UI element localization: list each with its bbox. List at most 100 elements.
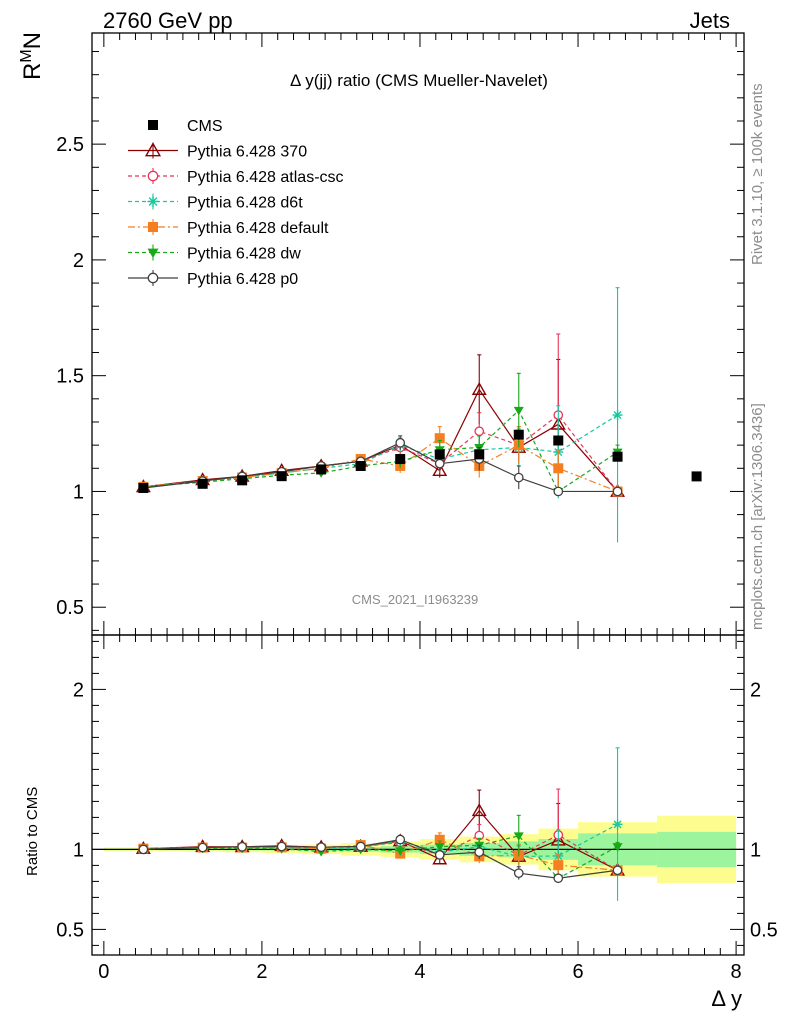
series-point-5-11 <box>612 486 623 497</box>
y-axis-label: RMN <box>18 32 46 80</box>
legend-marker-5 <box>147 248 159 258</box>
legend-label-0: CMS <box>187 118 223 135</box>
header-right: Jets <box>690 8 730 33</box>
series-line-2 <box>143 414 618 488</box>
x-tick-label-0: 0 <box>98 961 109 983</box>
legend-entry-4: Pythia 6.428 default <box>128 219 329 237</box>
series-point-5-9 <box>513 472 524 483</box>
ratio-y-tick-label-right-1: 1 <box>750 839 761 861</box>
legend-entry-1: Pythia 6.428 370 <box>128 142 307 161</box>
legend-marker-2 <box>147 170 159 182</box>
cms-data-layer <box>138 429 702 493</box>
x-tick-label-8: 8 <box>731 961 742 983</box>
series-ratio-point-4-7 <box>434 843 445 852</box>
cms-point-1 <box>197 478 208 489</box>
series-0 <box>135 354 626 877</box>
series-3 <box>138 426 623 876</box>
series-ratio-line-5 <box>143 838 618 879</box>
series-point-0-8 <box>471 381 487 395</box>
legend-label-5: Pythia 6.428 dw <box>187 246 301 263</box>
plot-frames <box>91 32 745 956</box>
series-ratio-point-3-10 <box>553 860 564 871</box>
y-tick-label-0.5: 0.5 <box>56 597 84 619</box>
series-ratio-point-4-6 <box>395 847 406 856</box>
series-ratio-point-5-5 <box>355 841 366 852</box>
legend-entry-0: CMS <box>148 118 223 135</box>
ratio-y-tick-label-right-2: 2 <box>750 679 761 701</box>
series-line-0 <box>143 388 619 492</box>
legend-entry-6: Pythia 6.428 p0 <box>128 270 298 288</box>
watermark: CMS_2021_I1963239 <box>352 592 479 607</box>
cms-point-12 <box>691 471 702 482</box>
y-axis-label-base: R <box>19 63 46 80</box>
series-point-0-7 <box>432 462 448 476</box>
side-label-top: Rivet 3.1.10, ≥ 100k events <box>749 83 766 265</box>
series-point-3-10 <box>553 463 564 474</box>
series-ratio-point-5-8 <box>474 847 485 858</box>
x-tick-label-4: 4 <box>414 961 425 983</box>
series-point-3-7 <box>434 433 445 444</box>
cms-point-8 <box>474 449 485 460</box>
series-ratio-point-5-1 <box>197 842 208 853</box>
cms-point-7 <box>434 449 445 460</box>
series-point-5-6 <box>395 437 406 448</box>
series-line-4 <box>143 409 618 493</box>
series-4 <box>138 372 623 884</box>
series-ratio-point-5-9 <box>513 868 524 879</box>
y-tick-label-2: 2 <box>73 250 84 272</box>
series-ratio-point-5-7 <box>434 850 445 860</box>
series-ratio-line-3 <box>143 839 618 871</box>
legend-label-1: Pythia 6.428 370 <box>187 144 307 161</box>
series-point-5-7 <box>434 458 445 469</box>
ratio-y-tick-label-0.5: 0.5 <box>56 919 84 941</box>
ratio-y-tick-label-2: 2 <box>73 679 84 701</box>
x-axis-label: Δ y <box>711 986 742 1011</box>
legend-label-4: Pythia 6.428 default <box>187 220 329 237</box>
y-tick-label-2.5: 2.5 <box>56 134 84 156</box>
series-ratio-point-5-4 <box>316 842 327 853</box>
ratio-y-axis-label: Ratio to CMS <box>24 787 41 876</box>
header-left: 2760 GeV pp <box>103 8 233 33</box>
legend-entry-2: Pythia 6.428 atlas-csc <box>128 168 344 186</box>
cms-point-5 <box>355 460 366 471</box>
series-line-5 <box>143 442 618 493</box>
series-line-3 <box>143 437 618 493</box>
cms-point-9 <box>513 429 524 440</box>
y-axis-label-sup: M <box>18 49 35 62</box>
cms-point-6 <box>395 454 406 465</box>
cms-point-10 <box>553 435 564 446</box>
series-ratio-point-2-11 <box>612 819 623 830</box>
series-ratio-point-0-8 <box>471 803 487 817</box>
series-ratio-point-3-7 <box>434 834 445 845</box>
series-ratio-point-4-9 <box>513 832 524 841</box>
legend-label-3: Pythia 6.428 d6t <box>187 195 303 212</box>
legend-marker-6 <box>147 272 159 284</box>
legend-label-2: Pythia 6.428 atlas-csc <box>187 169 344 186</box>
cms-point-0 <box>138 482 149 493</box>
legend-entry-5: Pythia 6.428 dw <box>128 244 301 263</box>
series-ratio-point-4-11 <box>612 843 623 852</box>
ratio-y-tick-label-right-0.5: 0.5 <box>750 919 778 941</box>
series-point-1-8 <box>474 426 485 437</box>
svg-text:RMN: RMN <box>18 32 46 80</box>
legend-label-6: Pythia 6.428 p0 <box>187 271 298 288</box>
cms-point-11 <box>612 451 623 462</box>
series-point-2-11 <box>612 410 623 421</box>
x-tick-label-6: 6 <box>572 961 583 983</box>
series-ratio-point-5-6 <box>395 834 406 845</box>
legend-marker-3 <box>147 196 159 207</box>
side-label-bottom: mcplots.cern.ch [arXiv:1306.3436] <box>749 403 766 630</box>
cms-point-3 <box>276 471 287 482</box>
ratio-y-tick-label-1: 1 <box>73 839 84 861</box>
series-ratio-line-4 <box>143 835 618 879</box>
axis-ticks: 0 2 4 6 8 0.5 1 1.5 2 2.5 0.5 1 2 0.5 1 2 <box>56 33 778 983</box>
series-1 <box>138 333 623 881</box>
series-5 <box>138 435 623 884</box>
cms-point-4 <box>316 464 327 475</box>
x-tick-label-2: 2 <box>256 961 267 983</box>
legend: CMS Pythia 6.428 370 Pythia 6.428 atlas-cs… <box>128 118 344 288</box>
series-ratio-point-5-3 <box>276 841 287 852</box>
plot-title: Δ y(jj) ratio (CMS Mueller-Navelet) <box>290 71 548 90</box>
legend-marker-1 <box>144 142 162 157</box>
